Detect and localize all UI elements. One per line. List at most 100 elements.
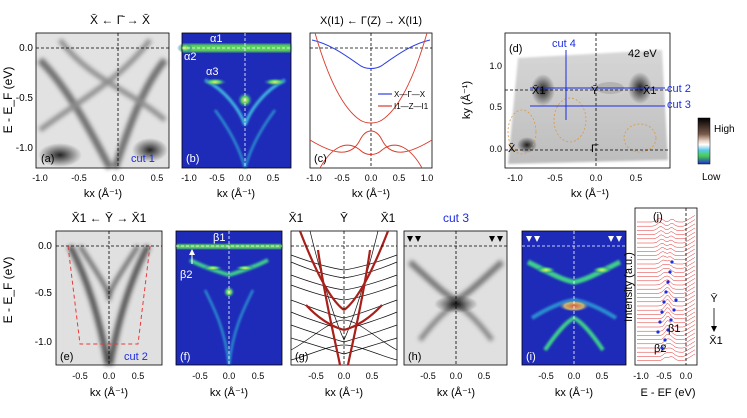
panel-i-x-tick-1: 0.0 (568, 371, 581, 381)
panel-b-alpha3: α3 (206, 66, 218, 78)
top-y-label: E - E_F (eV) (1, 67, 15, 134)
panel-g-x-tick-2: 0.5 (366, 371, 379, 381)
edc-curve (637, 261, 696, 269)
panel-g-letter: (g) (295, 351, 308, 363)
edc-curve (637, 294, 696, 303)
panel-e-x-tick-2: 0.5 (132, 371, 145, 381)
edc-curve (637, 219, 696, 227)
panel-c-x-label: kx (Å⁻¹) (352, 187, 390, 200)
bottom-y-label: E - E_F (eV) (1, 257, 15, 324)
panel-b-x-tick-2: 0.0 (239, 173, 252, 183)
beta2-dots (660, 298, 678, 350)
panel-d-point-x: X̄ (508, 142, 516, 155)
edc-curve (637, 298, 696, 307)
panel-b-x-label: kx (Å⁻¹) (217, 187, 255, 200)
edc-curve (637, 227, 696, 235)
panel-c: X—Γ—X I1—Z—I1 X(I1) ← Γ(Z) → X(I1) (c) -… (306, 15, 433, 200)
edc-curve (637, 273, 696, 282)
panel-f-x-tick-0: -0.5 (192, 371, 208, 381)
panel-i-letter: (i) (526, 351, 536, 363)
beta1-dots (656, 260, 674, 334)
bottom-row-y-axis: E - E_F (eV) 0.0 -0.5 -1.0 (1, 241, 52, 348)
edc-curve (637, 236, 696, 244)
panel-i-x-label: kx (Å⁻¹) (555, 386, 593, 399)
edc-curve (637, 248, 696, 256)
panel-h-cut-label: cut 3 (443, 211, 469, 225)
panel-c-red-band-3 (319, 144, 423, 169)
panel-a-letter: (a) (41, 153, 54, 165)
edc-curve (637, 328, 696, 336)
panel-h-arrows (407, 236, 503, 242)
top-y-tick-1: -0.5 (16, 93, 34, 104)
panel-d-y-tick-1: 0.5 (489, 102, 502, 112)
panel-f-x-tick-1: 0.0 (223, 371, 236, 381)
panel-b: α1 α2 α3 (b) -1.0 -0.5 0.0 0.5 kx (Å⁻¹) (177, 32, 292, 200)
bottom-y-tick-0: 0.0 (38, 241, 52, 252)
panel-c-header: X(I1) ← Γ(Z) → X(I1) (320, 15, 422, 27)
panel-d-point-x1-left: X̄1 (532, 84, 545, 97)
panel-d-cut-3: cut 3 (667, 99, 691, 111)
edc-curve (637, 231, 696, 240)
panel-j-letter: (j) (653, 211, 663, 223)
panel-d-x-tick-0: -1.0 (507, 173, 523, 183)
edc-curve (637, 286, 696, 294)
panel-i-x-tick-2: 0.5 (596, 371, 609, 381)
panel-b-x-tick-0: -1.0 (181, 173, 197, 183)
edc-curve (637, 320, 696, 328)
edc-curve (637, 349, 696, 357)
panel-i-arrows (526, 236, 622, 242)
colorbar (697, 117, 711, 165)
panel-h-x-label: kx (Å⁻¹) (437, 386, 475, 399)
panel-d-point-x1-right: X̄1 (643, 84, 656, 97)
panel-g-header-x1-left: X̄1 (289, 211, 304, 225)
edc-curve (637, 353, 696, 361)
panel-f: β1 β2 (f) -0.5 0.0 0.5 kx (Å⁻¹) (175, 230, 283, 399)
panel-h-x-tick-0: -0.5 (420, 371, 436, 381)
panel-a-x-tick-0: -1.0 (32, 173, 48, 183)
panel-c-x-tick-0: -1.0 (306, 173, 322, 183)
panel-a-cut-label: cut 1 (131, 153, 155, 165)
panel-b-alpha1: α1 (210, 33, 222, 45)
edc-curve (637, 307, 696, 315)
panel-e: X̄1 ← Ȳ → X̄1 (e) cut 2 -0.5 0.0 0.5 kx … (55, 211, 163, 399)
edc-curve (637, 215, 696, 223)
panel-j-x-tick-2: 0.0 (680, 371, 693, 381)
edc-curve (637, 311, 696, 319)
panel-h-letter: (h) (408, 351, 421, 363)
panel-d-point-gamma: Γ̄ (591, 143, 599, 155)
panel-j-x-tick-0: -1.0 (633, 371, 649, 381)
panel-f-beta1: β1 (213, 232, 225, 244)
edc-curve (637, 240, 696, 248)
edc-curve (637, 244, 696, 252)
panel-d-letter: (d) (509, 43, 522, 55)
panel-d-x-label: kx (Å⁻¹) (571, 187, 609, 200)
bottom-y-tick-1: -0.5 (35, 288, 53, 299)
panel-g: X̄1 Ȳ X̄1 (g) -0.5 0.0 0.5 kx (Å⁻¹) (289, 211, 398, 399)
edc-curves (637, 215, 696, 361)
panel-g-x-label: kx (Å⁻¹) (325, 386, 363, 399)
panel-a-x-tick-1: -0.5 (71, 173, 87, 183)
panel-e-x-tick-0: -0.5 (72, 371, 88, 381)
panel-c-x-tick-3: 0.5 (393, 173, 406, 183)
panel-h-x-tick-2: 0.5 (478, 371, 491, 381)
bottom-y-tick-2: -1.0 (35, 337, 53, 348)
panel-j-y-label: Intensity (a.u.) (623, 252, 635, 322)
edc-curve (637, 303, 696, 311)
panel-d-y-label: ky (Å⁻¹) (460, 81, 473, 119)
edc-curve (637, 269, 696, 277)
panel-d-cut-4: cut 4 (552, 38, 576, 50)
panel-j-path-end: X̄1 (709, 334, 722, 347)
panel-h-x-tick-1: 0.0 (450, 371, 463, 381)
top-row-y-axis: E - E_F (eV) 0.0 -0.5 -1.0 (1, 43, 33, 154)
edc-curve (637, 265, 696, 273)
panel-g-x-tick-0: -0.5 (308, 371, 324, 381)
edc-curve (637, 278, 696, 286)
panel-b-x-tick-3: 0.5 (267, 173, 280, 183)
panel-c-red-band-1 (314, 32, 428, 124)
panel-e-header: X̄1 ← Ȳ → X̄1 (72, 211, 147, 225)
panel-b-x-tick-1: -0.5 (209, 173, 225, 183)
edc-curve (637, 257, 696, 265)
edc-curve (637, 345, 696, 353)
edc-curve (637, 341, 696, 349)
